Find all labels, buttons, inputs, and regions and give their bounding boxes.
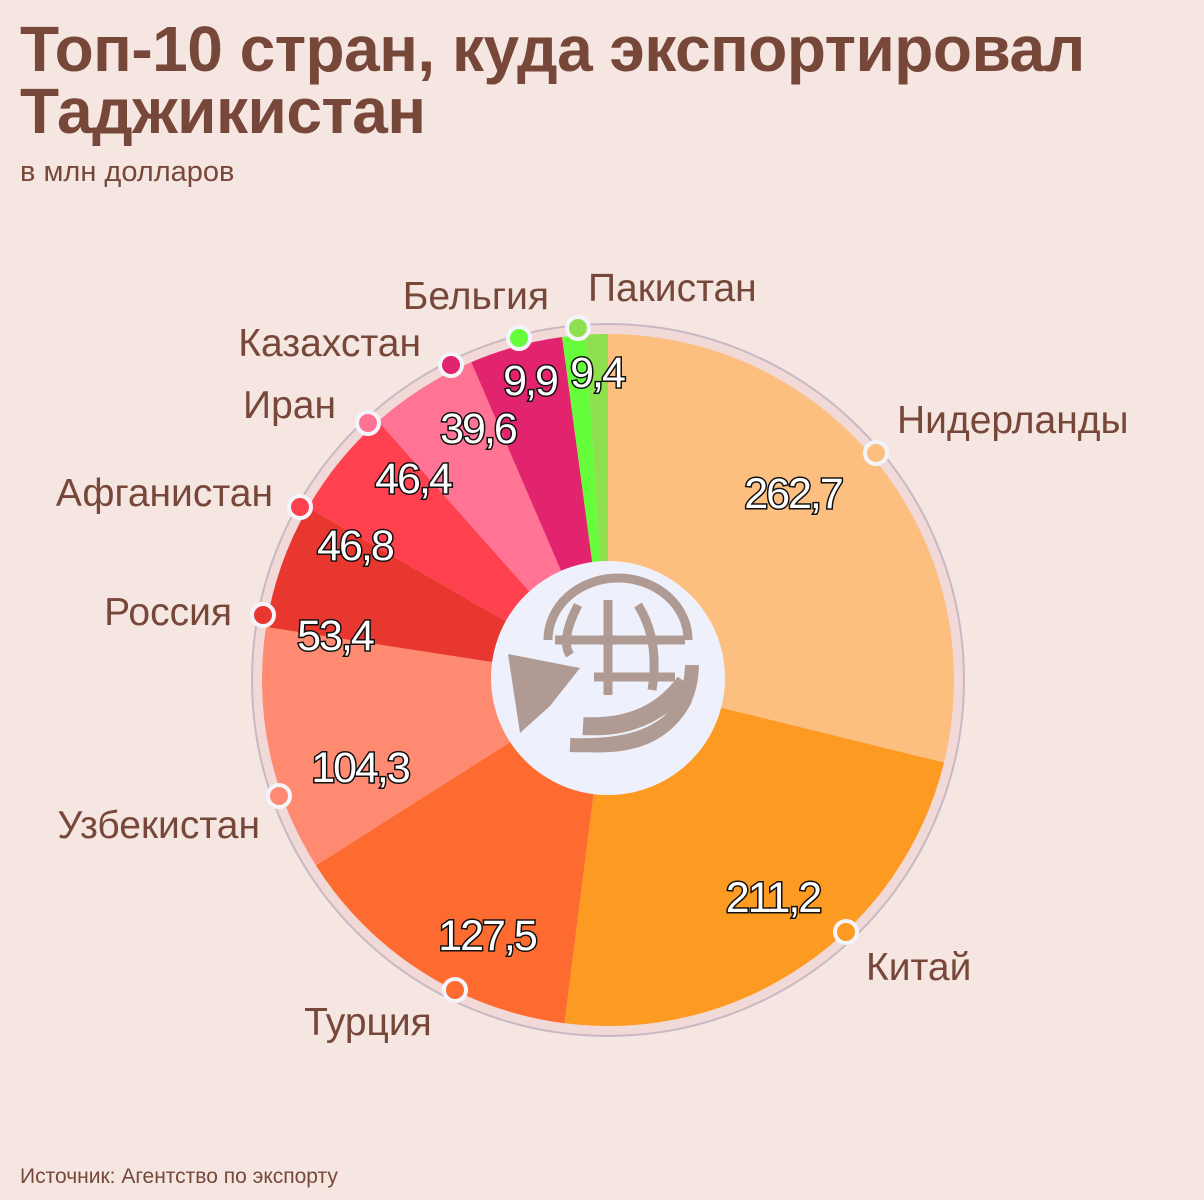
value-label: 262,7: [744, 470, 842, 518]
slice-marker-dot: [863, 440, 889, 466]
value-label: 46,4: [375, 455, 452, 503]
category-label: Узбекистан: [57, 804, 260, 847]
value-label: 211,2: [726, 874, 820, 922]
category-label: Афганистан: [56, 472, 273, 515]
value-label: 53,4: [297, 612, 374, 660]
category-label: Бельгия: [403, 275, 549, 318]
value-label: 39,6: [440, 405, 517, 453]
category-label: Иран: [243, 384, 336, 427]
value-label: 9,9: [503, 357, 557, 405]
chart-subtitle: в млн долларов: [20, 156, 235, 188]
category-label: Пакистан: [588, 267, 757, 310]
category-label: Турция: [304, 1001, 432, 1044]
slice-marker-dot: [266, 783, 292, 809]
chart-title: Топ-10 стран, куда экспортировал Таджики…: [20, 13, 1085, 147]
slice-marker-dot: [355, 410, 381, 436]
category-label: Китай: [866, 946, 971, 989]
slice-marker-dot: [287, 494, 313, 520]
value-label: 104,3: [311, 744, 410, 792]
slice-marker-dot: [565, 315, 591, 341]
source-note: Источник: Агентство по экспорту: [20, 1165, 338, 1188]
slice-marker-dot: [250, 602, 276, 628]
slice-marker-dot: [833, 919, 859, 945]
value-label: 46,8: [317, 522, 394, 570]
slice-marker-dot: [506, 325, 532, 351]
value-label: 127,5: [438, 912, 537, 960]
slice-marker-dot: [442, 977, 468, 1003]
value-label: 9,4: [570, 349, 625, 397]
globe-export-arrow-icon: [508, 573, 699, 753]
category-label: Нидерланды: [897, 399, 1129, 442]
category-label: Россия: [104, 591, 232, 634]
slice-marker-dot: [438, 352, 464, 378]
category-label: Казахстан: [238, 322, 421, 365]
